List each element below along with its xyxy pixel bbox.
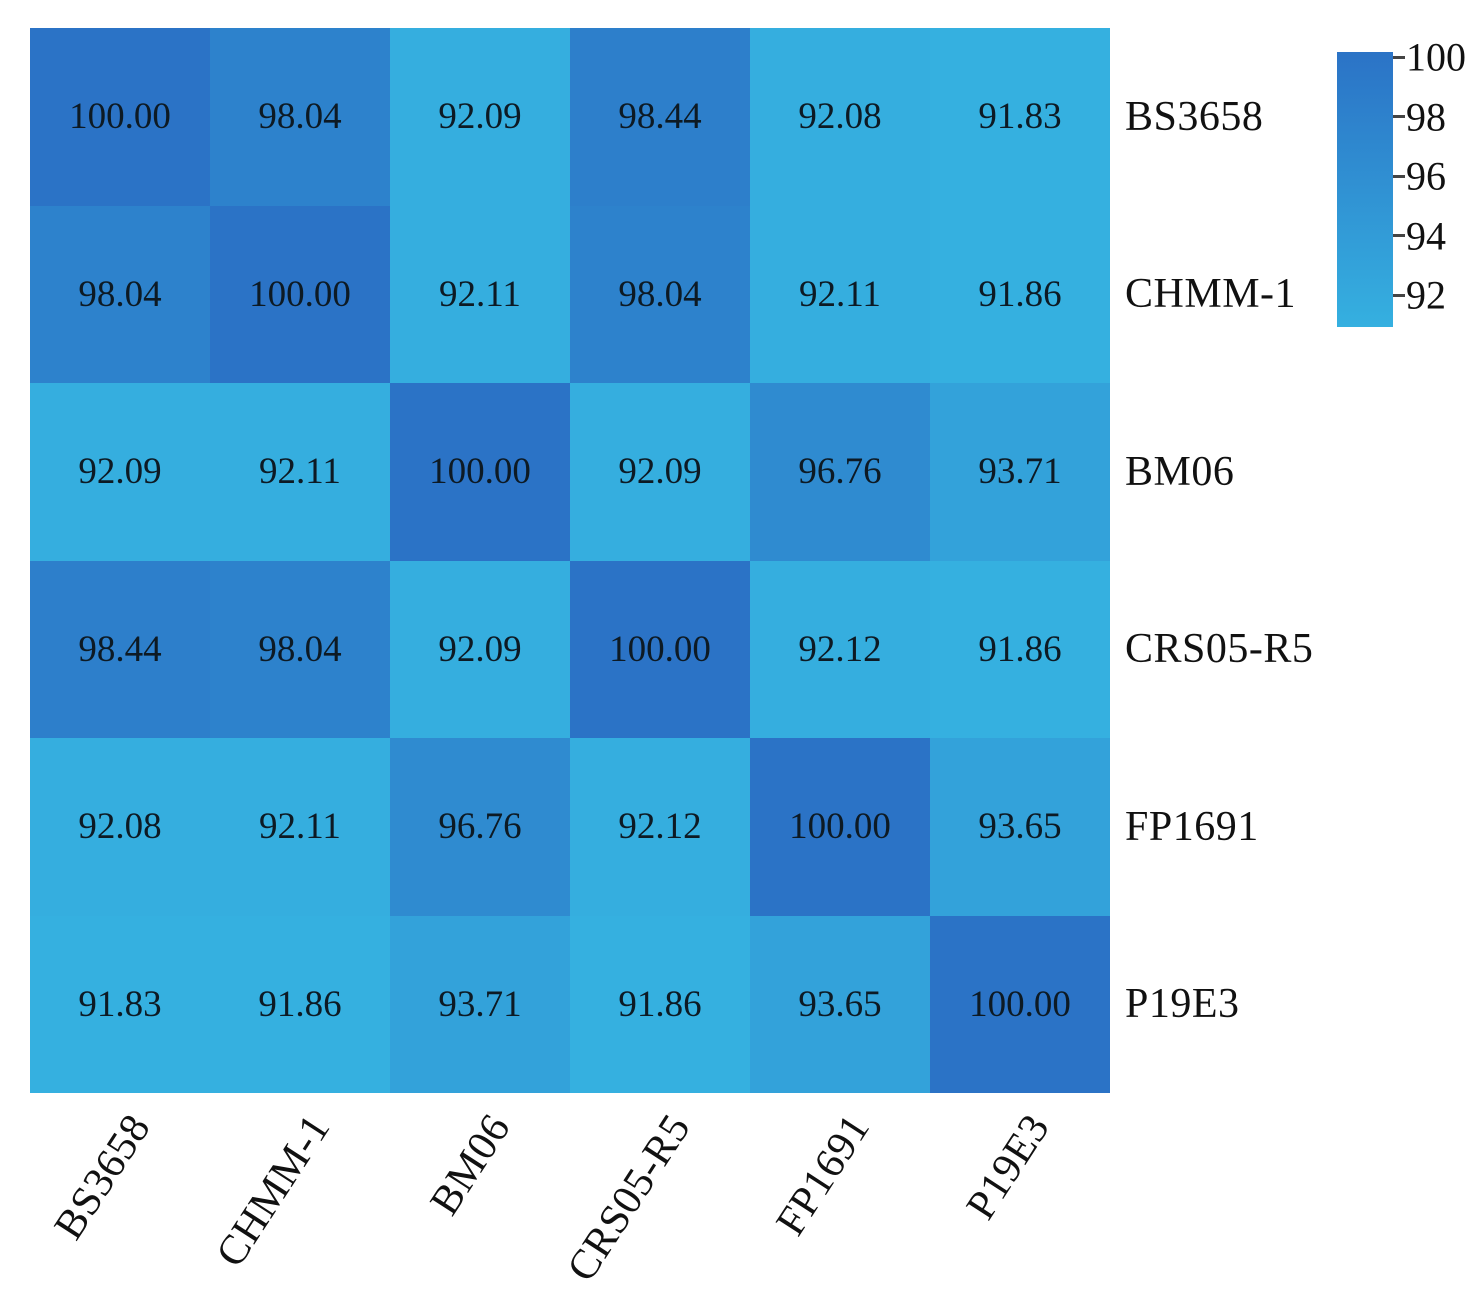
heatmap-cell-r0c5: 91.83	[930, 28, 1110, 206]
heatmap-cell-r5c5: 100.00	[930, 915, 1110, 1093]
colorbar-tick-label-100: 100	[1406, 34, 1466, 80]
heatmap-cell-r2c0: 92.09	[30, 383, 210, 561]
heatmap-cell-r3c2: 92.09	[390, 560, 570, 738]
heatmap-cell-r2c5: 93.71	[930, 383, 1110, 561]
colorbar-tick-label-92: 92	[1406, 272, 1446, 318]
col-label-crs05-r5: CRS05-R5	[558, 1106, 700, 1290]
colorbar-tick-mark-94	[1393, 234, 1405, 237]
row-label-p19e3: P19E3	[1125, 981, 1240, 1028]
heatmap-cell-r2c4: 96.76	[750, 383, 930, 561]
heatmap-cell-r1c4: 92.11	[750, 205, 930, 383]
heatmap-cell-r4c1: 92.11	[210, 738, 390, 916]
heatmap-cell-r5c1: 91.86	[210, 915, 390, 1093]
colorbar-tick-label-98: 98	[1406, 94, 1446, 139]
heatmap-cell-r1c3: 98.04	[570, 205, 750, 383]
row-label-crs05-r5: CRS05-R5	[1125, 626, 1314, 673]
colorbar-tick-mark-96	[1393, 174, 1405, 178]
heatmap-cell-r0c3: 98.44	[570, 28, 750, 206]
heatmap-cell-r4c2: 96.76	[390, 738, 570, 916]
col-label-fp1691: FP1691	[768, 1106, 880, 1244]
heatmap-cell-r5c2: 93.71	[390, 915, 570, 1093]
heatmap-cell-r2c3: 92.09	[570, 383, 750, 561]
heatmap-cell-r4c4: 100.00	[750, 738, 930, 916]
col-label-p19e3: P19E3	[958, 1106, 1060, 1228]
heatmap-cell-r1c5: 91.86	[930, 205, 1110, 383]
heatmap-cell-r2c2: 100.00	[390, 383, 570, 561]
col-label-chmm-1: CHMM-1	[207, 1106, 340, 1276]
colorbar-tick-mark-98	[1393, 115, 1405, 118]
heatmap-cell-r0c1: 98.04	[210, 28, 390, 206]
heatmap-cell-r3c5: 91.86	[930, 560, 1110, 738]
heatmap-cell-r3c4: 92.12	[750, 560, 930, 738]
colorbar-tick-label-94: 94	[1406, 213, 1446, 258]
heatmap-cell-r5c3: 91.86	[570, 915, 750, 1093]
heatmap-cell-r1c1: 100.00	[210, 205, 390, 383]
heatmap-cell-r1c2: 92.11	[390, 205, 570, 383]
row-label-bs3658: BS3658	[1125, 93, 1264, 140]
heatmap-cell-r0c4: 92.08	[750, 28, 930, 206]
row-label-fp1691: FP1691	[1125, 803, 1259, 850]
heatmap-cell-r2c1: 92.11	[210, 383, 390, 561]
col-label-bs3658: BS3658	[45, 1106, 160, 1248]
heatmap-cell-r4c0: 92.08	[30, 738, 210, 916]
heatmap-cell-r5c4: 93.65	[750, 915, 930, 1093]
heatmap-cell-r3c3: 100.00	[570, 560, 750, 738]
heatmap-cell-r4c3: 92.12	[570, 738, 750, 916]
colorbar-tick-mark-92	[1393, 293, 1405, 297]
heatmap-cell-r5c0: 91.83	[30, 915, 210, 1093]
colorbar-tick-label-96: 96	[1406, 153, 1446, 199]
colorbar-gradient	[1337, 52, 1393, 327]
row-label-chmm-1: CHMM-1	[1125, 271, 1297, 318]
heatmap-cell-r4c5: 93.65	[930, 738, 1110, 916]
row-label-bm06: BM06	[1125, 448, 1235, 495]
heatmap-cell-r3c1: 98.04	[210, 560, 390, 738]
col-label-bm06: BM06	[421, 1106, 520, 1224]
heatmap-cell-r3c0: 98.44	[30, 560, 210, 738]
heatmap-cell-r0c0: 100.00	[30, 28, 210, 206]
heatmap-cell-r1c0: 98.04	[30, 205, 210, 383]
heatmap-cell-r0c2: 92.09	[390, 28, 570, 206]
heatmap-grid: 100.00 98.04 92.09 98.44 92.08 91.83 98.04 100.…	[30, 28, 1110, 1093]
colorbar-tick-mark-100	[1393, 55, 1405, 59]
